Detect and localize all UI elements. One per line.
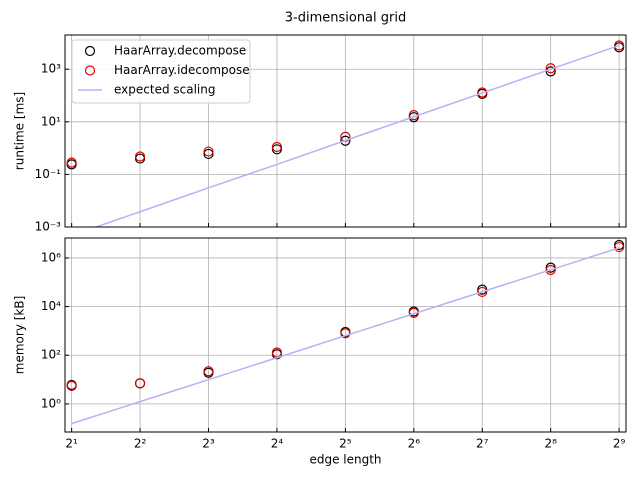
x-tick-label: 2⁵: [339, 437, 352, 451]
chart-title: 3-dimensional grid: [285, 11, 406, 26]
data-point: [134, 151, 146, 162]
data-point: [340, 135, 351, 146]
y-tick-label: 10²: [41, 348, 61, 362]
data-point: [66, 157, 77, 168]
data-point: [614, 241, 625, 253]
legend-swatch: [84, 65, 96, 76]
legend-label: HaarArray.idecompose: [114, 63, 250, 77]
x-tick-label: 2⁴: [271, 437, 284, 451]
x-tick-label: 2⁸: [544, 437, 557, 451]
data-point: [134, 378, 146, 389]
data-point: [477, 87, 488, 98]
scaling-line: [93, 44, 620, 227]
legend-box: [71, 39, 251, 104]
y-axis-label: runtime [ms]: [13, 92, 27, 170]
plot-frame: [64, 34, 627, 228]
y-tick-label: 10⁰: [41, 396, 61, 410]
plot-frame: [64, 237, 627, 433]
legend-label: HaarArray.decompose: [114, 44, 246, 58]
x-axis-label: edge length: [309, 453, 381, 467]
y-tick-label: 10⁶: [41, 250, 61, 264]
data-point: [340, 328, 351, 339]
y-tick-label: 10⁻¹: [35, 167, 62, 181]
y-tick-label: 10⁻³: [35, 220, 62, 234]
legend-swatch: [84, 45, 96, 57]
legend-label: expected scaling: [114, 83, 215, 97]
x-tick-label: 2⁷: [476, 437, 489, 451]
y-tick-label: 10¹: [41, 114, 61, 128]
data-point: [271, 141, 283, 153]
x-tick-label: 2²: [134, 437, 147, 451]
data-point: [203, 146, 214, 157]
x-tick-label: 2⁹: [613, 437, 626, 451]
data-point: [545, 264, 556, 276]
data-point: [66, 380, 77, 391]
scaling-line: [71, 247, 620, 425]
x-tick-label: 2³: [202, 437, 215, 451]
data-point: [477, 286, 488, 298]
y-axis-label: memory [kB]: [13, 296, 27, 375]
data-point: [614, 40, 625, 51]
y-tick-label: 10⁴: [41, 299, 61, 313]
data-point: [203, 366, 214, 377]
x-tick-label: 2¹: [65, 437, 78, 451]
y-tick-label: 10³: [41, 62, 61, 76]
x-tick-label: 2⁶: [408, 437, 421, 451]
